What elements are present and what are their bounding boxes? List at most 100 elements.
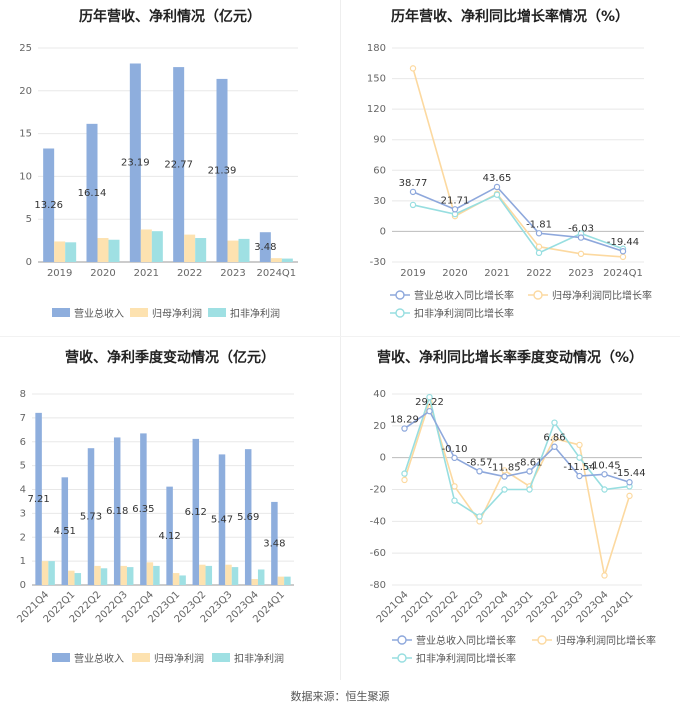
x-tick-label: 2020	[90, 268, 115, 279]
data-label: 22.77	[164, 160, 193, 171]
bar-net-profit	[225, 564, 232, 585]
chart-quarterly-growth-panel: 营收、净利同比增长率季度变动情况（%） -80 -60 -40 -20 0 20 40 202…	[340, 340, 680, 684]
x-tick-label: 2020	[442, 268, 467, 279]
legend-label: 扣非净利润同比增长率	[414, 307, 514, 320]
data-point	[601, 486, 608, 493]
x-tick-label: 2024Q1	[603, 268, 643, 279]
legend-marker	[537, 635, 547, 645]
legend-label: 营业总收入同比增长率	[416, 634, 516, 647]
data-point	[576, 454, 583, 461]
bar-net-profit	[54, 241, 66, 262]
data-point	[551, 419, 558, 426]
legend-label: 营业总收入	[74, 307, 124, 320]
bar-deducted-profit	[74, 573, 82, 585]
y-tick-label: 8	[20, 389, 26, 400]
chart-title: 营收、净利同比增长率季度变动情况（%）	[376, 350, 644, 366]
data-point	[535, 243, 543, 250]
legend-label: 扣非净利润	[230, 307, 280, 320]
data-point	[493, 191, 501, 198]
y-tick-label: 4	[20, 485, 26, 496]
data-point	[626, 479, 633, 486]
data-point	[619, 248, 627, 255]
bar-revenue	[166, 486, 173, 585]
bar-revenue	[244, 449, 252, 585]
series-line	[403, 394, 630, 518]
data-point	[619, 253, 627, 261]
bar-revenue	[113, 437, 121, 585]
bar-revenue	[271, 501, 278, 585]
bar-revenue	[259, 232, 271, 262]
data-label: 43.65	[483, 173, 512, 184]
data-label: 3.48	[263, 538, 285, 549]
legend-marker	[397, 653, 407, 663]
legend-marker	[395, 308, 405, 318]
data-label: -8.57	[467, 457, 493, 468]
legend-swatch	[208, 308, 226, 317]
data-point	[476, 513, 483, 520]
y-tick-label: 10	[19, 171, 32, 182]
data-point	[576, 472, 583, 480]
bar-revenue	[173, 67, 185, 262]
data-point	[551, 435, 558, 442]
bar-deducted-profit	[179, 575, 186, 585]
legend-marker	[395, 290, 405, 300]
bar-deducted-profit	[205, 565, 213, 585]
bar-net-profit	[41, 561, 49, 585]
bar-revenue	[86, 123, 98, 262]
data-label: 6.86	[543, 433, 565, 444]
data-label: 29.22	[415, 397, 444, 408]
legend-label: 扣非净利润同比增长率	[416, 652, 516, 665]
y-tick-label: 0	[380, 226, 386, 237]
bar-deducted-profit	[231, 567, 239, 585]
chart-title: 历年营收、净利同比增长率情况（%）	[390, 9, 630, 25]
data-label: -15.44	[613, 468, 645, 479]
y-tick-label: 15	[19, 129, 32, 140]
data-label: 5.73	[80, 512, 102, 523]
bar-net-profit	[68, 570, 75, 585]
x-tick-label: 2021	[484, 268, 509, 279]
quarterly-bar-chart: 0123456782021Q47.212022Q14.512022Q25.732…	[15, 389, 294, 665]
data-label: -10.45	[588, 460, 620, 471]
data-label: 4.12	[158, 531, 180, 542]
bar-deducted-profit	[48, 561, 55, 585]
bar-net-profit	[251, 579, 258, 585]
bar-net-profit	[270, 258, 282, 262]
data-label: -19.44	[607, 237, 639, 248]
data-label: 21.39	[208, 165, 237, 176]
y-tick-label: 5	[26, 214, 32, 225]
data-label: 5.47	[211, 515, 233, 526]
y-tick-label: 2	[20, 532, 26, 543]
legend-label: 归母净利润	[154, 652, 204, 665]
y-tick-label: -20	[370, 485, 386, 496]
data-point	[601, 471, 608, 478]
data-point	[401, 425, 408, 432]
data-label: 18.29	[390, 415, 419, 426]
y-tick-label: 0	[380, 453, 386, 464]
y-tick-label: 20	[19, 86, 32, 97]
vertical-divider	[340, 0, 341, 680]
data-point	[401, 476, 408, 484]
bar-deducted-profit	[195, 238, 207, 262]
x-tick-label: 2023	[568, 268, 593, 279]
data-label: 6.35	[132, 504, 154, 515]
data-label: 5.69	[237, 512, 259, 523]
y-tick-label: 30	[373, 196, 386, 207]
bar-net-profit	[172, 573, 180, 585]
bar-net-profit	[227, 240, 239, 262]
legend-swatch	[212, 653, 230, 662]
bar-net-profit	[277, 576, 285, 585]
y-tick-label: 25	[19, 43, 32, 54]
data-point	[577, 234, 585, 241]
data-label: 7.21	[27, 494, 49, 505]
y-tick-label: 40	[373, 389, 386, 400]
chart-annual-growth-panel: 历年营收、净利同比增长率情况（%） -30 0 30 60 90 120 150 180 201…	[340, 0, 680, 334]
legend-label: 营业总收入	[74, 652, 124, 665]
data-point	[409, 188, 417, 196]
y-tick-label: 1	[20, 556, 26, 567]
data-label: 38.77	[399, 178, 428, 189]
data-point	[501, 467, 508, 474]
data-point	[535, 230, 543, 237]
bar-revenue	[35, 412, 42, 585]
data-point	[426, 407, 433, 415]
y-tick-label: 20	[373, 421, 386, 432]
